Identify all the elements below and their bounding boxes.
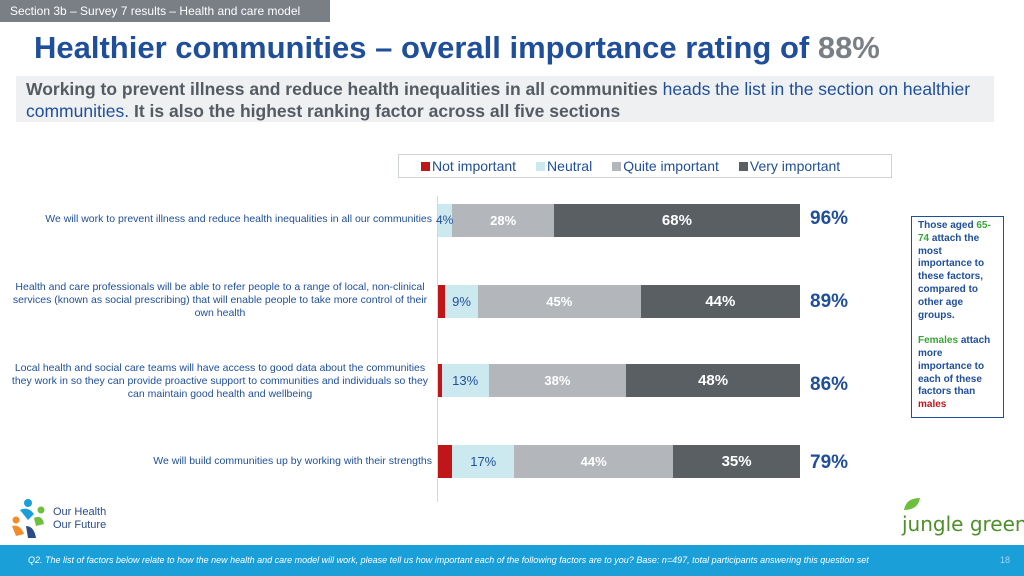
legend-label: Not important xyxy=(432,158,517,174)
bar-segment-neutral: 13% xyxy=(441,364,489,397)
page-number: 18 xyxy=(999,555,1010,565)
bar-segment-not-important xyxy=(438,445,453,478)
note-text: Those aged xyxy=(918,220,974,231)
data-label: 9% xyxy=(452,294,471,309)
note-age-group: 65-74 xyxy=(918,220,991,244)
subtitle-bold-2: It is also the highest ranking factor ac… xyxy=(133,101,621,121)
legend-label: Neutral xyxy=(547,158,593,174)
bar-segment-very-important: 68% xyxy=(553,204,800,237)
note-males: males xyxy=(918,399,947,411)
total-label-2: 89% xyxy=(810,291,849,312)
data-label: 35% xyxy=(721,453,752,470)
logo-line-2: Our Future xyxy=(53,519,107,531)
legend-item-quite-important: Quite important xyxy=(612,158,719,174)
data-label: 44% xyxy=(705,293,736,310)
legend-item-neutral: Neutral xyxy=(536,158,592,174)
logo-line-1: Our Health xyxy=(53,506,107,518)
note-text: attach more importance to each of these … xyxy=(918,335,991,398)
bar-segment-very-important: 48% xyxy=(626,364,800,397)
subtitle-box: Working to prevent illness and reduce he… xyxy=(16,76,994,122)
our-health-logo-text: Our Health Our Future xyxy=(53,506,106,532)
legend-label: Very important xyxy=(749,158,841,174)
legend-item-very-important: Very important xyxy=(738,158,841,174)
bar-segment-quite-important: 44% xyxy=(514,445,674,478)
bar-row-1: 28% 68% xyxy=(438,204,800,237)
bar-segment-very-important: 35% xyxy=(673,445,800,478)
total-label-4: 79% xyxy=(810,452,849,473)
jungle-green-logo-text: jungle green xyxy=(902,512,1024,536)
chart-axis xyxy=(437,196,438,502)
data-label: 45% xyxy=(546,294,573,309)
legend-swatch xyxy=(536,161,546,171)
bar-segment-neutral xyxy=(438,204,453,237)
bar-segment-not-important xyxy=(438,285,446,318)
bar-row-2: 9% 45% 44% xyxy=(438,285,800,318)
page-title: Healthier communities – overall importan… xyxy=(34,30,880,66)
legend-swatch xyxy=(421,161,430,171)
insight-note: Those aged 65-74 attach the most importa… xyxy=(911,216,1004,418)
data-label: 44% xyxy=(580,454,607,469)
bar-segment-quite-important: 45% xyxy=(477,285,641,318)
footer-bar: Q2. The list of factors below relate to … xyxy=(0,545,1024,576)
bar-segment-neutral: 17% xyxy=(452,445,514,478)
subtitle-bold-1: Working to prevent illness and reduce he… xyxy=(26,79,658,99)
bar-segment-quite-important: 38% xyxy=(488,364,627,397)
bar-row-3: 13% 38% 48% xyxy=(438,364,800,397)
our-health-logo: Our Health Our Future xyxy=(8,496,128,540)
category-label-2: Health and care professionals will be ab… xyxy=(12,281,428,319)
bar-segment-quite-important: 28% xyxy=(452,204,554,237)
leaf-icon xyxy=(904,498,920,510)
legend-swatch xyxy=(612,161,622,171)
note-females: Females xyxy=(918,335,959,347)
bar-row-4: 17% 44% 35% xyxy=(438,445,800,478)
people-icon xyxy=(12,499,45,538)
category-label-3: Local health and social care teams will … xyxy=(11,362,429,400)
footer-question: Q2. The list of factors below relate to … xyxy=(28,555,634,565)
data-label: 17% xyxy=(470,454,497,469)
category-label-1: We will work to prevent illness and redu… xyxy=(45,213,432,225)
category-label-4: We will build communities up by working … xyxy=(153,455,432,467)
data-label: 38% xyxy=(544,373,571,388)
data-label: 48% xyxy=(698,372,729,389)
legend-item-not-important: Not important xyxy=(421,158,516,174)
bar-segment-very-important: 44% xyxy=(640,285,800,318)
bar-segment-not-important xyxy=(438,364,442,397)
footer-base: Base: n=497, total participants answerin… xyxy=(636,555,869,565)
bar-segment-neutral: 9% xyxy=(445,285,478,318)
note-text: attach the most importance to these fact… xyxy=(918,232,985,321)
legend-swatch xyxy=(738,161,748,171)
section-tab: Section 3b – Survey 7 results – Health a… xyxy=(0,0,330,22)
data-label: 4% xyxy=(436,213,454,227)
title-percentage: 88% xyxy=(817,30,880,65)
title-text: Healthier communities – overall importan… xyxy=(34,30,810,65)
legend-label: Quite important xyxy=(623,158,719,174)
data-label: 13% xyxy=(452,373,479,388)
total-label-3: 86% xyxy=(810,374,849,395)
data-label: 68% xyxy=(661,212,692,229)
chart-legend: Not important Neutral Quite important Ve… xyxy=(398,154,892,178)
jungle-green-logo: jungle green xyxy=(896,496,1024,540)
total-label-1: 96% xyxy=(810,208,849,229)
data-label: 28% xyxy=(490,213,517,228)
subtitle-normal: heads the list in the section on healthi… xyxy=(26,79,971,121)
